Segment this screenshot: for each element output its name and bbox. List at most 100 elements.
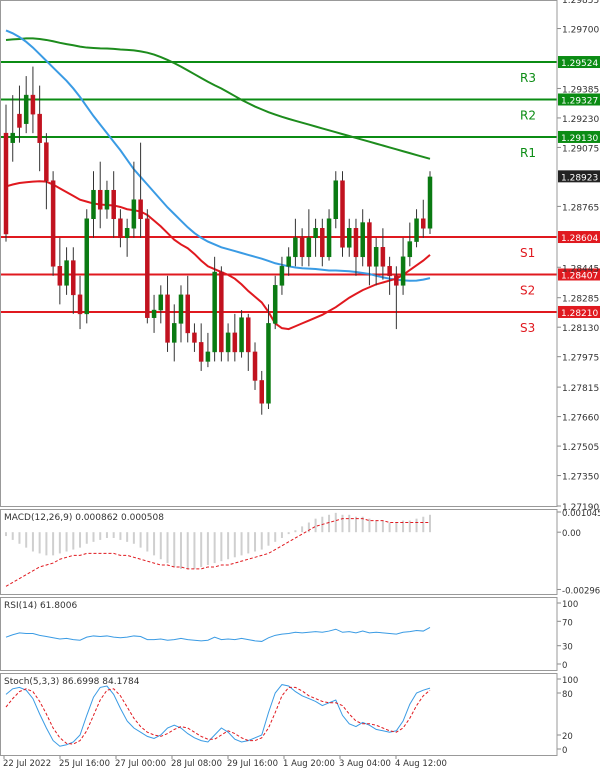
macd-tick-label: 0.001045 (562, 509, 600, 519)
candle-body (138, 199, 143, 220)
candle-body (333, 180, 339, 220)
candle-down (165, 275, 170, 352)
candle-down (37, 85, 42, 172)
candle-down (219, 266, 224, 362)
macd-signal-line (5, 518, 430, 587)
candle-up (400, 237, 406, 295)
candle-body (198, 342, 204, 362)
candle-up (151, 294, 157, 333)
level-name-s3: S3 (520, 321, 535, 335)
candle-down (77, 275, 83, 330)
candle-body (246, 317, 251, 353)
macd-title: MACD(12,26,9) 0.000862 0.000508 (4, 513, 164, 523)
x-tick-label: 4 Aug 12:00 (395, 759, 447, 769)
candle-body (340, 180, 345, 248)
candle-down (246, 313, 251, 371)
candle-body (10, 132, 15, 143)
candle-body (427, 176, 433, 229)
candle-up (293, 218, 298, 267)
candle-body (380, 247, 386, 267)
candle-body (219, 271, 224, 353)
last-price-tag (558, 170, 600, 183)
panel-frame (0, 509, 558, 595)
candle-up (158, 285, 164, 324)
x-tick-label: 29 Jul 16:00 (227, 759, 278, 769)
rsi-line (5, 626, 431, 642)
candle-down (118, 209, 123, 248)
level-name-r2: R2 (520, 108, 536, 122)
candle-body (279, 266, 285, 286)
candle-up (91, 171, 96, 238)
level-name-r3: R3 (520, 71, 536, 85)
candle-up (346, 218, 352, 257)
candle-down (17, 85, 22, 143)
candle-up (178, 285, 184, 343)
candle-body (118, 218, 123, 239)
price-tick-label: 1.27190 (562, 503, 599, 513)
candle-body (387, 266, 392, 277)
stoch-tick-label: 20 (562, 732, 573, 742)
candle-body (299, 237, 305, 258)
candle-body (111, 189, 116, 220)
candle-down (367, 218, 372, 286)
price-tick-label: 1.29855 (562, 0, 599, 6)
candle-body (320, 228, 325, 258)
price-tick-label: 1.27660 (562, 414, 599, 424)
stoch-k-line (5, 684, 431, 747)
level-price-tag (558, 130, 600, 143)
candle-body (407, 241, 413, 258)
candle-up (104, 180, 110, 219)
candle-up (279, 256, 285, 295)
candle-body (178, 294, 184, 324)
candle-body (97, 189, 103, 210)
level-price-tag (558, 93, 600, 106)
candle-down (138, 142, 143, 238)
candle-down (387, 256, 392, 295)
level-price-tag (558, 305, 600, 318)
candle-body (373, 247, 379, 267)
candle-body (158, 294, 164, 311)
panel-frame (0, 673, 558, 756)
candle-body (239, 317, 244, 353)
ma-fast-line (5, 29, 431, 282)
level-name-s1: S1 (520, 246, 535, 260)
candle-body (37, 113, 42, 143)
candle-down (340, 171, 345, 257)
candle-down (145, 209, 150, 324)
price-tick-label: 1.29075 (562, 144, 599, 154)
candle-up (313, 218, 318, 257)
candle-up (373, 237, 379, 286)
candle-down (299, 228, 305, 267)
candle-down (44, 133, 49, 210)
price-tick-label: 1.28130 (562, 324, 599, 334)
price-tick-label: 1.29230 (562, 115, 599, 125)
stoch-tick-label: 100 (562, 676, 578, 686)
candle-down (97, 161, 103, 229)
candle-down (259, 370, 264, 415)
candle-body (360, 222, 365, 258)
candle-down (421, 199, 426, 238)
price-tick-label: 1.28765 (562, 203, 599, 213)
level-price-label: 1.28210 (561, 309, 598, 319)
x-tick-label: 3 Aug 04:00 (339, 759, 391, 769)
ma-slow-line (5, 37, 431, 160)
candle-body (57, 266, 63, 286)
candle-body (394, 275, 399, 286)
candle-up (360, 209, 365, 267)
level-price-label: 1.29130 (561, 134, 598, 144)
candle-body (225, 332, 231, 353)
candle-down (3, 104, 9, 242)
candle-down (57, 237, 63, 305)
candle-down (252, 342, 258, 390)
candle-up (124, 218, 130, 257)
candle-body (400, 256, 406, 286)
candle-body (17, 113, 22, 128)
candle-body (293, 237, 298, 258)
candle-body (50, 180, 56, 267)
candle-body (232, 332, 238, 353)
candle-up (414, 209, 419, 248)
level-price-tag (558, 231, 600, 244)
price-tick-label: 1.27505 (562, 443, 599, 453)
candle-up (272, 275, 278, 330)
